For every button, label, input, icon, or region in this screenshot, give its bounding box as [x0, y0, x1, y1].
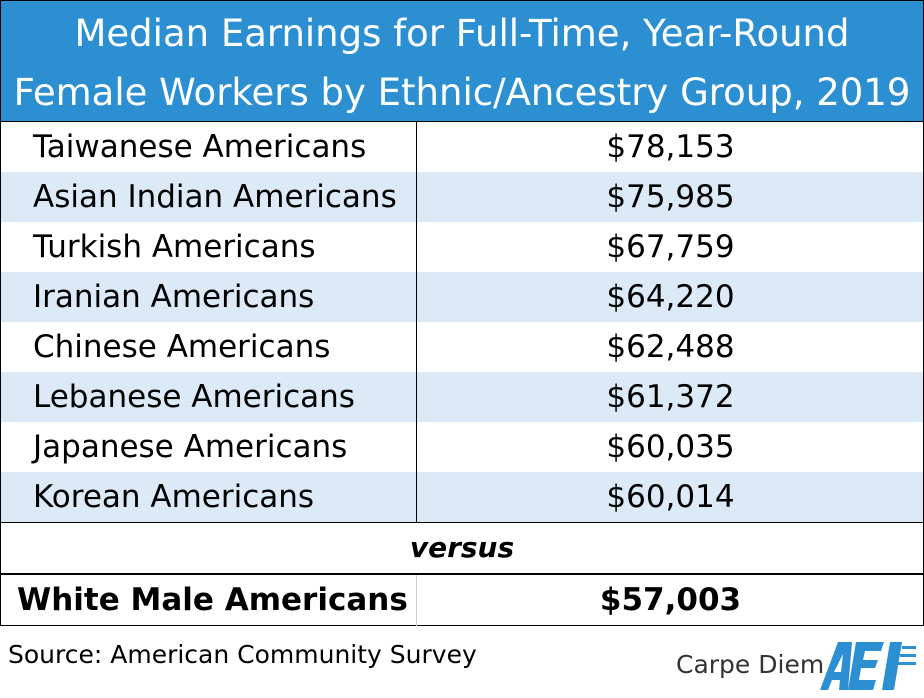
- title-line-1: Median Earnings for Full-Time, Year-Roun…: [74, 12, 850, 55]
- comparison-value: $57,003: [599, 582, 742, 618]
- table-row: Korean Americans $60,014: [1, 472, 923, 522]
- row-group-label: Taiwanese Americans: [33, 129, 367, 165]
- table-row: Chinese Americans $62,488: [1, 322, 923, 372]
- row-value: $60,035: [606, 429, 735, 465]
- row-group-label: Iranian Americans: [33, 279, 315, 315]
- comparison-row: White Male Americans $57,003: [1, 573, 923, 626]
- brand-label: Carpe Diem: [676, 650, 825, 679]
- versus-label: versus: [1, 522, 923, 574]
- table-row: Japanese Americans $60,035: [1, 422, 923, 472]
- column-divider: [416, 122, 417, 522]
- table-body: Taiwanese Americans $78,153 Asian Indian A…: [1, 122, 923, 522]
- comparison-divider: [416, 575, 417, 626]
- chart-title: Median Earnings for Full-Time, Year-Roun…: [1, 1, 923, 122]
- row-value: $67,759: [606, 229, 735, 265]
- table-row: Asian Indian Americans $75,985: [1, 172, 923, 222]
- row-group-label: Lebanese Americans: [33, 379, 355, 415]
- row-group-label: Asian Indian Americans: [33, 179, 397, 215]
- table-row: Lebanese Americans $61,372: [1, 372, 923, 422]
- title-line-2: Female Workers by Ethnic/Ancestry Group,…: [13, 71, 911, 114]
- table-row: Iranian Americans $64,220: [1, 272, 923, 322]
- row-group-label: Japanese Americans: [33, 429, 348, 465]
- row-value: $75,985: [606, 179, 735, 215]
- row-value: $64,220: [606, 279, 735, 315]
- table-row: Turkish Americans $67,759: [1, 222, 923, 272]
- row-group-label: Turkish Americans: [33, 229, 316, 265]
- aei-logo-icon: [820, 642, 916, 690]
- row-value: $61,372: [606, 379, 735, 415]
- source-note: Source: American Community Survey: [8, 640, 477, 669]
- row-group-label: Korean Americans: [33, 479, 315, 515]
- row-value: $78,153: [606, 129, 735, 165]
- row-value: $62,488: [606, 329, 735, 365]
- comparison-group: White Male Americans: [17, 582, 408, 618]
- row-value: $60,014: [606, 479, 735, 515]
- row-group-label: Chinese Americans: [33, 329, 331, 365]
- table-row: Taiwanese Americans $78,153: [1, 122, 923, 172]
